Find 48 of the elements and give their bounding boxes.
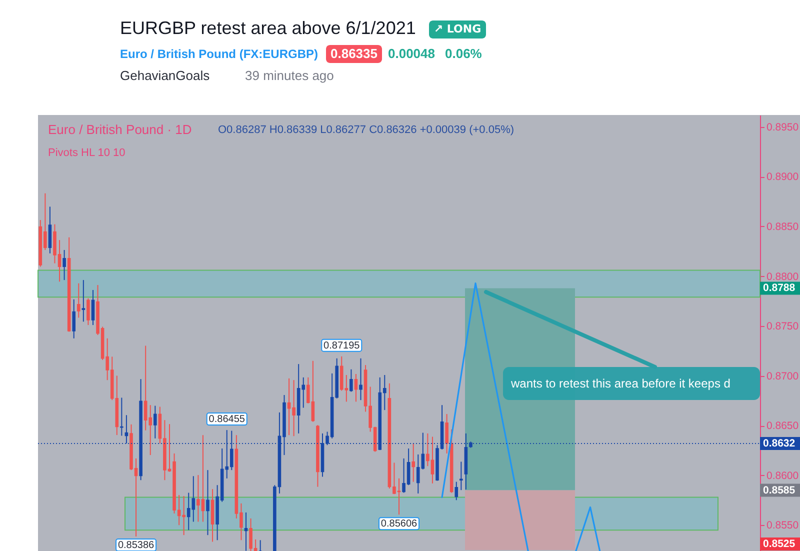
candlestick xyxy=(120,397,124,436)
y-tick-label: 0.8600 xyxy=(766,470,799,482)
text: GehavianGoals xyxy=(120,68,210,83)
text: 0.86335 xyxy=(330,46,378,61)
text: 39 minutes ago xyxy=(245,68,334,83)
y-tick-label: 0.8550 xyxy=(766,520,799,532)
annotation: 0.86455 xyxy=(208,414,246,426)
candlestick xyxy=(48,206,52,254)
annotation: 0.8788 xyxy=(763,282,796,294)
candlestick xyxy=(350,368,353,392)
candlestick xyxy=(244,512,248,551)
annotation: 0.85606 xyxy=(380,518,418,530)
candlestick xyxy=(359,358,362,401)
candlestick xyxy=(76,282,80,318)
candlestick xyxy=(91,289,95,326)
candlestick xyxy=(460,461,463,491)
annotation: Pivots HL 10 10 xyxy=(48,147,126,159)
text: Euro / British Pound (FX:EURGBP) xyxy=(120,47,318,61)
text: 0.06% xyxy=(445,46,482,61)
chart-title: EURGBP retest area above 6/1/2021 xyxy=(120,18,416,38)
candlestick xyxy=(72,298,76,339)
annotation: wants to retest this area before it keeps d xyxy=(510,376,730,390)
y-tick-label: 0.8800 xyxy=(766,270,799,283)
candlestick xyxy=(82,280,86,322)
annotation: 0.85386 xyxy=(118,540,155,551)
candlestick xyxy=(206,470,210,536)
y-tick-label: 0.8650 xyxy=(766,420,799,432)
text: ↗ LONG xyxy=(434,22,482,36)
text: 0.00048 xyxy=(388,46,435,61)
candlestick xyxy=(454,481,458,501)
candlestick xyxy=(210,488,214,542)
candlestick xyxy=(62,249,66,281)
annotation: O0.86287 H0.86339 L0.86277 C0.86326 +0.00039 (+0.05%) xyxy=(218,124,514,136)
annotation: 0.87195 xyxy=(324,340,360,352)
candlestick xyxy=(86,298,90,326)
candlestick xyxy=(445,414,448,454)
candlestick xyxy=(153,405,157,439)
y-tick-label: 0.8850 xyxy=(766,220,799,233)
y-tick-label: 0.8700 xyxy=(766,370,799,382)
candlestick xyxy=(354,374,358,402)
text: 0.8525 xyxy=(763,538,796,550)
y-tick-label: 0.8900 xyxy=(766,171,799,184)
annotation: Euro / British Pound · 1D xyxy=(48,122,192,137)
candlestick xyxy=(412,442,415,482)
annotation: 0.8585 xyxy=(763,484,796,496)
y-tick-label: 0.8950 xyxy=(766,121,799,134)
y-tick-label: 0.8750 xyxy=(766,320,799,333)
ref-line-label: 0.8632 xyxy=(763,437,796,450)
